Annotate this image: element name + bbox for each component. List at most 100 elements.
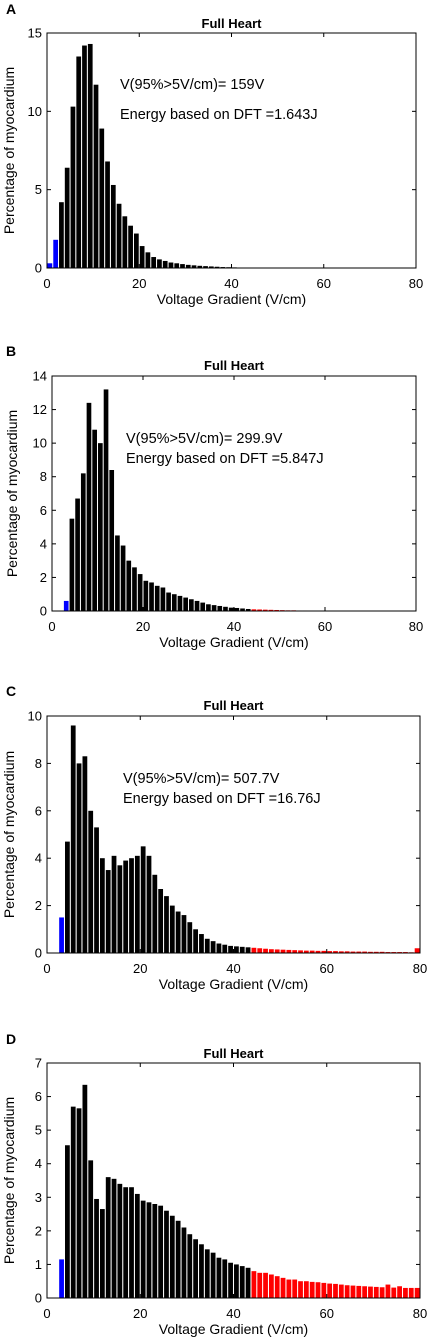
y-tick-label: 0: [35, 261, 42, 276]
y-tick-label: 2: [35, 898, 42, 913]
bar: [88, 810, 94, 953]
bar: [59, 202, 64, 268]
x-tick-label: 60: [318, 619, 332, 634]
y-tick-label: 4: [35, 1156, 42, 1171]
bar: [344, 1285, 350, 1298]
bar: [292, 1279, 298, 1298]
bar: [303, 950, 309, 953]
bar: [239, 1266, 245, 1298]
bar: [162, 260, 168, 268]
bar: [164, 1210, 169, 1298]
chart-title: Full Heart: [204, 698, 265, 713]
bar: [321, 950, 327, 953]
bar: [245, 947, 251, 953]
annotation: V(95%>5V/cm)= 507.7V: [123, 771, 280, 787]
bar: [168, 262, 174, 268]
y-tick-label: 6: [40, 503, 47, 518]
bar: [187, 1234, 193, 1298]
x-tick-label: 60: [320, 1306, 334, 1321]
bar: [216, 943, 222, 953]
x-tick-label: 0: [48, 619, 55, 634]
bar: [193, 1239, 199, 1298]
x-tick-label: 60: [317, 276, 331, 291]
bar: [93, 84, 99, 268]
bar: [59, 1259, 64, 1298]
bar: [140, 1200, 146, 1298]
panel-b: B Full Heart 0 20 40 60 80 0 2 4 6 8 10 12 14 Voltage G…: [4, 343, 423, 650]
bar: [116, 203, 122, 268]
chart-title: Full Heart: [204, 358, 265, 373]
bar: [286, 949, 292, 953]
y-tick-label: 10: [28, 104, 42, 119]
bar: [69, 518, 75, 611]
bar: [214, 266, 220, 268]
bar: [385, 1284, 391, 1298]
x-tick-label: 0: [43, 961, 50, 976]
bar: [129, 1187, 134, 1298]
bar: [110, 184, 116, 268]
bar: [187, 922, 193, 953]
bar: [274, 949, 280, 953]
bar: [350, 1285, 356, 1298]
bar: [338, 951, 344, 953]
bar: [117, 1183, 123, 1298]
x-axis-label: Voltage Gradient (V/cm): [159, 1321, 308, 1337]
x-tick-label: 80: [413, 961, 427, 976]
bar: [88, 1160, 94, 1298]
bar: [53, 239, 59, 268]
bar: [194, 600, 200, 611]
x-tick-label: 40: [227, 619, 241, 634]
bar: [274, 609, 279, 611]
bar: [175, 911, 181, 953]
bar: [137, 574, 143, 611]
bar: [228, 607, 234, 611]
x-tick-label: 80: [409, 619, 423, 634]
bar: [379, 951, 385, 953]
bar: [109, 470, 115, 611]
bar: [149, 582, 154, 611]
bar: [157, 259, 162, 268]
x-tick-label: 0: [43, 276, 50, 291]
bar: [356, 951, 362, 953]
bar: [143, 580, 149, 611]
bar: [268, 1274, 274, 1298]
x-tick-label: 60: [320, 961, 334, 976]
bar: [126, 560, 132, 611]
bar: [368, 1286, 373, 1298]
bar: [391, 1287, 397, 1298]
bar: [208, 266, 214, 268]
bar: [76, 763, 82, 953]
bar: [373, 951, 379, 953]
bar: [251, 947, 257, 953]
y-tick-label: 8: [40, 469, 47, 484]
panel-d: D Full Heart 0 20 40 60 80 0 1 2 3 4 5 6 7 Voltage Grad…: [1, 1031, 427, 1337]
y-axis-label: Percentage of myocardium: [1, 67, 17, 234]
bar: [82, 756, 88, 953]
y-tick-label: 6: [35, 803, 42, 818]
bar: [160, 587, 166, 611]
bar: [298, 1281, 303, 1298]
bar: [183, 597, 188, 611]
bar: [166, 592, 171, 611]
y-tick-label: 0: [40, 604, 47, 619]
bar: [99, 128, 105, 268]
y-tick-label: 3: [35, 1190, 42, 1205]
y-tick-label: 2: [35, 1223, 42, 1238]
bar: [80, 473, 86, 611]
x-axis-label: Voltage Gradient (V/cm): [159, 976, 308, 992]
bar: [152, 1204, 158, 1298]
bar: [111, 1178, 117, 1298]
annotation: V(95%>5V/cm)= 159V: [120, 77, 265, 93]
bar: [245, 608, 251, 611]
bar: [280, 1277, 286, 1298]
bar: [189, 599, 194, 611]
bar: [274, 1276, 280, 1298]
bar: [139, 246, 145, 268]
bar: [327, 951, 333, 953]
bar: [280, 949, 286, 953]
bar: [204, 938, 210, 953]
bar: [154, 585, 160, 611]
bar: [180, 264, 185, 268]
bar: [158, 889, 164, 953]
bar: [234, 607, 240, 611]
